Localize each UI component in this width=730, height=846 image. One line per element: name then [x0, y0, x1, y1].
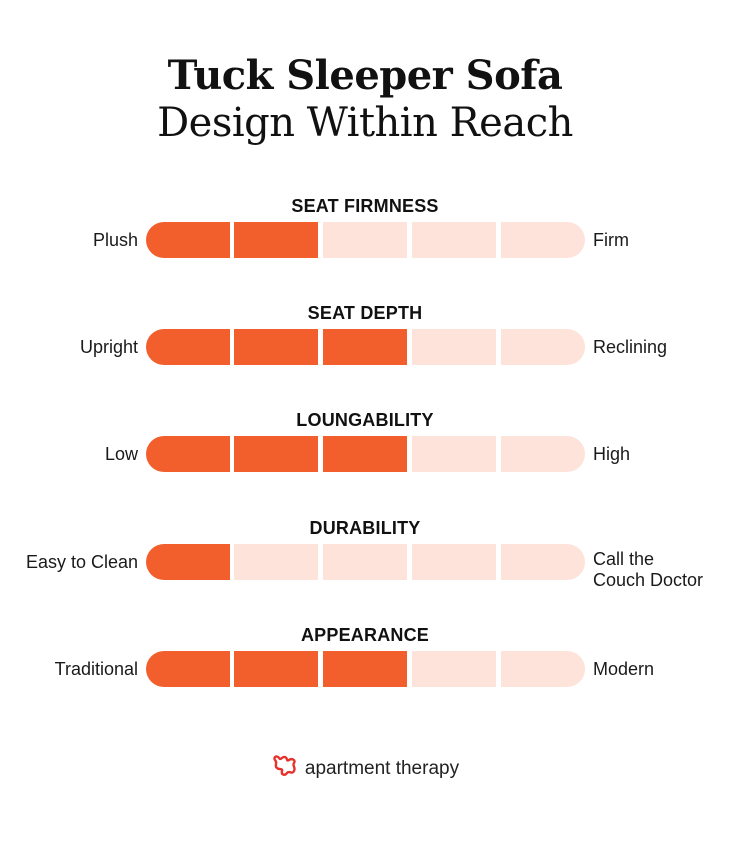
rating-segment-filled	[323, 436, 407, 472]
rating-heading: DURABILITY	[309, 518, 421, 538]
scale-left-label: Traditional	[54, 659, 138, 679]
rating-segment-empty	[412, 651, 496, 687]
scale-right-label-line: Couch Doctor	[593, 570, 704, 590]
rating-heading: APPEARANCE	[300, 625, 430, 645]
rating-bar	[146, 222, 585, 258]
brand-footer: apartment therapy	[0, 754, 730, 783]
rating-segment-filled	[234, 651, 318, 687]
scale-left-label: Low	[104, 444, 138, 464]
rating-segment-empty	[412, 329, 496, 365]
rating-segment-empty	[501, 222, 585, 258]
brand-name: apartment therapy	[304, 757, 460, 779]
rating-row: SEAT DEPTH Upright Reclining	[0, 303, 730, 403]
rating-segment-empty	[323, 222, 407, 258]
scale-right-label: Call the Couch Doctor	[593, 549, 703, 591]
scale-right-label: High	[593, 444, 631, 464]
rating-segment-empty	[501, 651, 585, 687]
rating-segment-empty	[323, 544, 407, 580]
chart-subtitle: Design Within Reach	[157, 100, 573, 146]
rating-segment-filled	[323, 329, 407, 365]
rating-row: SEAT FIRMNESS Plush Firm	[0, 196, 730, 296]
rating-segment-empty	[501, 544, 585, 580]
rating-segment-filled	[146, 222, 230, 258]
rating-row: APPEARANCE Traditional Modern	[0, 625, 730, 725]
scale-left-label: Upright	[79, 337, 138, 357]
rating-segment-empty	[234, 544, 318, 580]
apartment-therapy-squiggle-icon	[271, 754, 299, 783]
scale-left-label: Easy to Clean	[25, 552, 138, 572]
rating-segment-empty	[412, 436, 496, 472]
rating-segment-empty	[501, 436, 585, 472]
rating-heading: LOUNGABILITY	[296, 410, 434, 430]
rating-segment-filled	[234, 329, 318, 365]
rating-segment-filled	[146, 544, 230, 580]
rating-bar	[146, 544, 585, 580]
scale-right-label: Modern	[593, 659, 655, 679]
rating-row: DURABILITY Easy to Clean Call the Couch Doc…	[0, 518, 730, 618]
rating-segment-filled	[146, 436, 230, 472]
rating-bar	[146, 436, 585, 472]
rating-segment-empty	[412, 222, 496, 258]
rating-segment-empty	[501, 329, 585, 365]
rating-bar	[146, 651, 585, 687]
scale-left-label: Plush	[92, 230, 138, 250]
scale-right-label: Firm	[593, 230, 629, 250]
chart-title: Tuck Sleeper Sofa	[167, 52, 563, 99]
scale-right-label-line: Call the	[593, 549, 655, 569]
rating-segment-filled	[146, 651, 230, 687]
rating-segment-filled	[146, 329, 230, 365]
scale-right-label: Reclining	[593, 337, 668, 357]
rating-segment-filled	[234, 222, 318, 258]
rating-bar	[146, 329, 585, 365]
rating-segment-filled	[323, 651, 407, 687]
rating-segment-empty	[412, 544, 496, 580]
rating-heading: SEAT DEPTH	[307, 303, 423, 323]
rating-segment-filled	[234, 436, 318, 472]
rating-row: LOUNGABILITY Low High	[0, 410, 730, 510]
rating-heading: SEAT FIRMNESS	[291, 196, 439, 216]
